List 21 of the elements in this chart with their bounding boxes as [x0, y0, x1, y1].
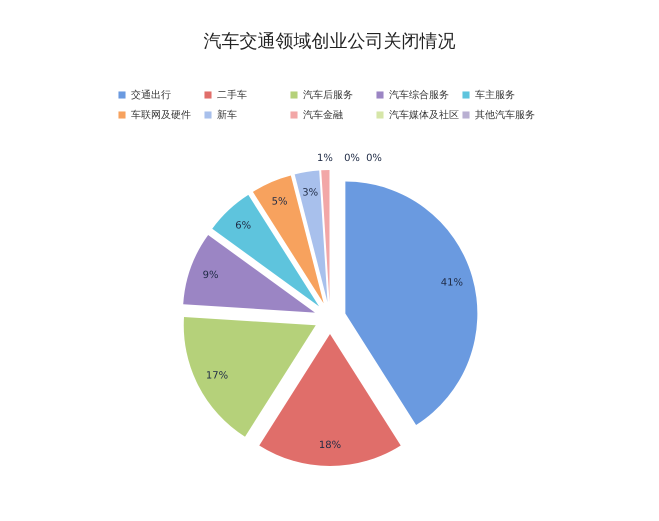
- legend-label: 汽车金融: [303, 109, 343, 121]
- legend-label: 汽车后服务: [303, 89, 353, 101]
- text: 0%: [344, 153, 360, 164]
- data-label: 5%: [272, 196, 288, 208]
- legend-label: 汽车综合服务: [389, 89, 449, 101]
- chart-title: 汽车交通领域创业公司关闭情况: [204, 31, 456, 52]
- data-label: 6%: [235, 220, 252, 232]
- legend-label: 车主服务: [475, 89, 515, 101]
- legend-label: 新车: [217, 109, 237, 121]
- data-label: 41%: [440, 278, 463, 289]
- text: 0%: [366, 153, 382, 164]
- data-label: 17%: [206, 370, 228, 382]
- data-label: 3%: [302, 188, 318, 199]
- legend-label: 交通出行: [131, 89, 171, 101]
- legend-label: 汽车媒体及社区: [389, 109, 459, 121]
- legend-label: 其他汽车服务: [475, 109, 535, 121]
- legend-label: 车联网及硬件: [131, 109, 191, 121]
- data-label: 1%: [317, 153, 333, 164]
- legend-label: 二手车: [217, 89, 247, 101]
- data-label: 9%: [202, 270, 219, 282]
- data-label: 18%: [318, 440, 342, 451]
